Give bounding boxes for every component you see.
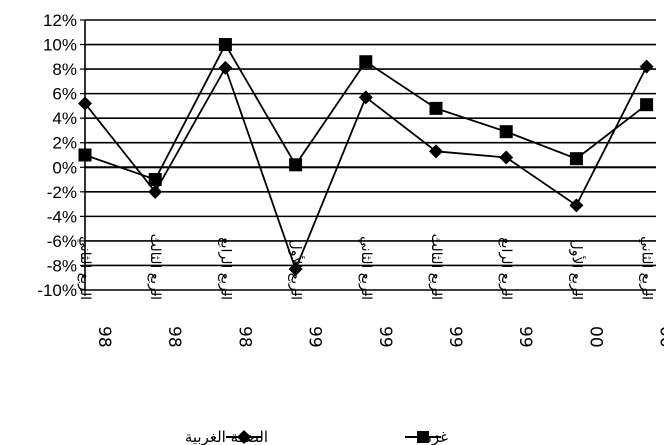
x-tick-label-quarter: الربع الرابع xyxy=(217,237,233,300)
data-point-diamond xyxy=(358,90,373,105)
data-point-square xyxy=(359,55,373,69)
legend: غزة الضفة الغربية xyxy=(185,428,448,445)
x-tick-label-quarter: الربع الثالث xyxy=(428,234,444,300)
x-tick-label-quarter: الربع الثاني xyxy=(77,236,93,300)
data-point-square xyxy=(569,152,583,166)
x-tick-label-year: 99 xyxy=(515,326,535,348)
data-point-square xyxy=(640,98,654,112)
x-tick-label-group: الربع الرابع 99 xyxy=(498,237,535,347)
data-point-diamond xyxy=(78,96,92,111)
x-tick-label-year: 98 xyxy=(234,326,254,348)
y-tick-labels: 12% 10% 8% 6% 4% 2% 0% -2% -4% -6% -8% -10% xyxy=(37,11,77,300)
y-tick-label: -10% xyxy=(37,281,77,300)
series-lines xyxy=(78,38,654,277)
legend-label-westbank: الضفة الغربية xyxy=(185,428,268,445)
data-point-diamond xyxy=(569,198,584,213)
y-tick-label: 4% xyxy=(52,109,77,128)
data-point-diamond xyxy=(429,144,443,159)
x-tick-label-year: 00 xyxy=(656,326,664,348)
y-tick-label: 0% xyxy=(52,158,77,177)
x-tick-label-quarter: الربع الثاني xyxy=(358,236,374,300)
y-tick-label: -8% xyxy=(47,256,77,275)
x-tick-label-quarter: الربع الثاني xyxy=(639,236,655,300)
y-tick-label: -4% xyxy=(47,207,77,226)
y-tick-label: -6% xyxy=(47,232,77,251)
data-point-diamond xyxy=(218,60,233,75)
x-tick-label-group: الربع الأول99 xyxy=(288,240,325,348)
x-tick-label-group: الربع الرابع 98 xyxy=(217,237,254,347)
x-tick-label-year: 00 xyxy=(585,326,605,348)
x-tick-label-group: الربع الثالث 98 xyxy=(147,234,184,348)
y-tick-label: 12% xyxy=(43,11,77,30)
x-tick-label-year: 99 xyxy=(305,326,325,348)
x-tick-label-group: الربع الثاني 00 xyxy=(639,236,664,348)
data-point-square xyxy=(218,38,232,52)
gridlines xyxy=(85,19,656,291)
legend-diamond-marker xyxy=(237,430,251,444)
y-tick-label: 2% xyxy=(52,134,77,153)
x-tick-label-year: 99 xyxy=(375,326,395,348)
x-tick-label-group: الربع الثاني 99 xyxy=(358,236,395,348)
data-point-square xyxy=(499,125,513,139)
data-point-square xyxy=(429,101,443,115)
y-tick-label: 8% xyxy=(52,60,77,79)
x-tick-label-quarter: الربع الرابع xyxy=(498,237,514,300)
data-point-square xyxy=(148,173,162,187)
legend-label-gaza: غزة xyxy=(424,428,448,445)
x-tick-label-group: الربع الثاني 98 xyxy=(77,236,114,348)
y-tick-label: 6% xyxy=(52,85,77,104)
data-point-diamond xyxy=(288,262,303,277)
x-tick-label-year: 99 xyxy=(445,326,465,348)
data-point-square xyxy=(78,148,92,162)
data-point-diamond xyxy=(499,150,514,165)
y-tick-label: 10% xyxy=(43,36,77,55)
x-tick-label-group: الربع الأول 00 xyxy=(568,240,605,348)
data-point-square xyxy=(289,158,303,172)
legend-square-marker xyxy=(417,431,429,443)
x-tick-label-quarter: الربع الأول xyxy=(568,240,586,300)
x-tick-label-group: الربع الثالث 99 xyxy=(428,234,465,348)
data-point-diamond xyxy=(148,184,163,199)
y-tick-label: -2% xyxy=(47,183,77,202)
x-tick-label-quarter: الربع الثالث xyxy=(147,234,163,300)
data-point-diamond xyxy=(639,59,654,74)
x-tick-label-year: 98 xyxy=(164,326,184,348)
x-tick-label-year: 98 xyxy=(94,326,114,348)
